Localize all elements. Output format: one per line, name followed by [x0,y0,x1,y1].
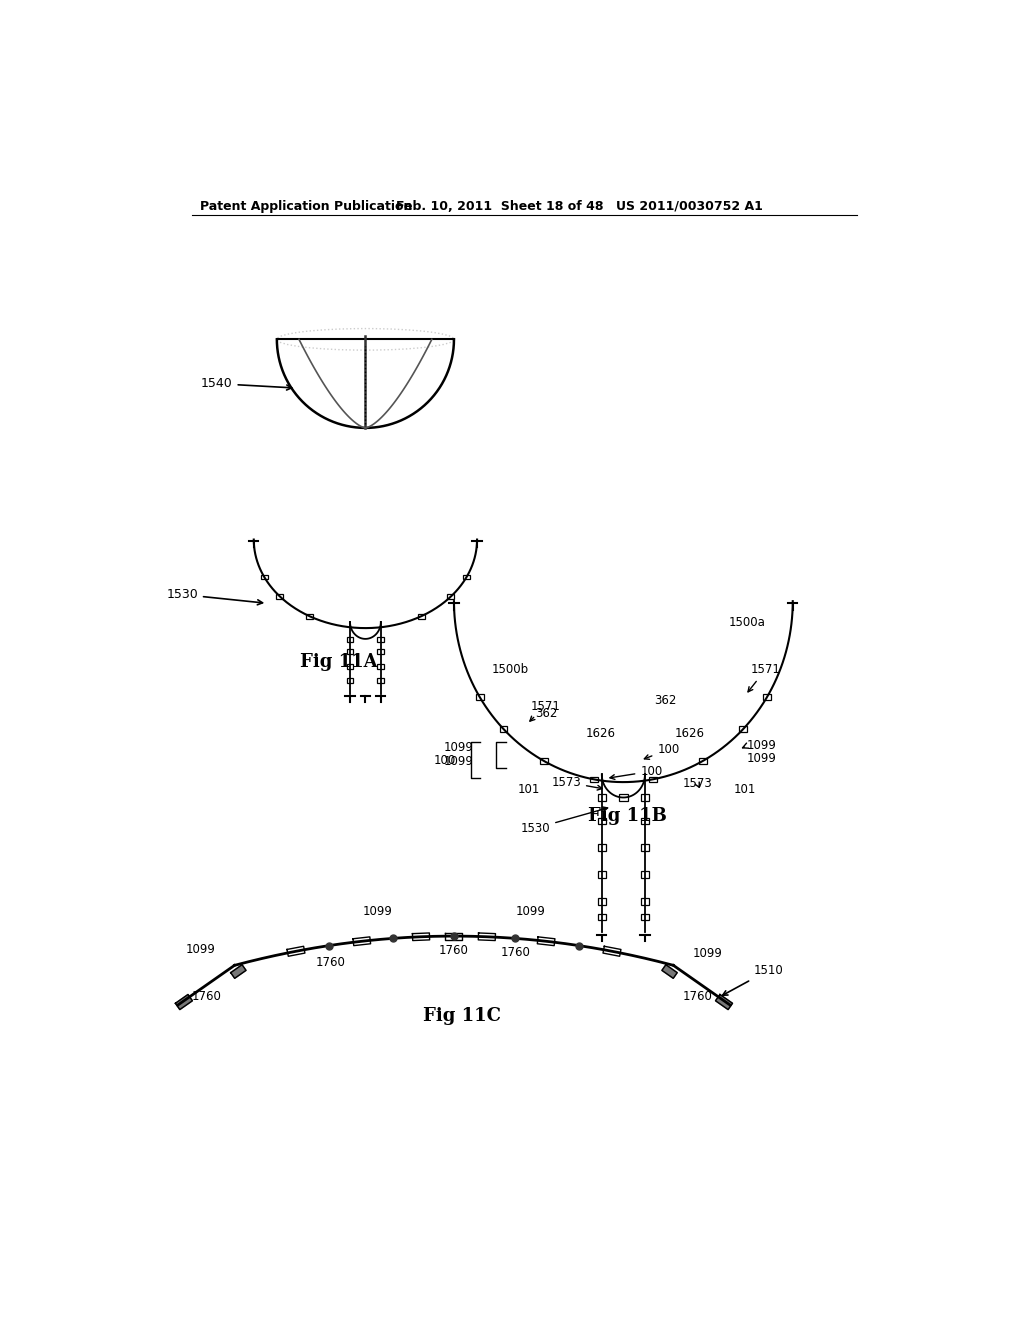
Text: 1099: 1099 [748,752,777,766]
Bar [261,574,267,579]
Text: 100: 100 [433,754,456,767]
Text: 362: 362 [536,706,558,719]
Text: 1760: 1760 [191,990,222,1003]
Text: 1760: 1760 [316,956,346,969]
Bar [378,638,384,643]
Bar [346,677,353,684]
Bar [649,776,656,781]
Bar [739,726,746,731]
Text: 1099: 1099 [185,944,215,957]
Text: US 2011/0030752 A1: US 2011/0030752 A1 [615,199,763,213]
Text: 1760: 1760 [501,946,530,960]
Bar [378,664,384,669]
Bar [378,677,384,684]
Bar [540,758,548,763]
Bar [641,795,649,800]
Text: 1099: 1099 [443,755,473,768]
Bar [598,817,605,824]
Bar [346,664,353,669]
Polygon shape [230,965,246,978]
Bar [598,871,605,878]
Text: 100: 100 [644,743,680,759]
Bar [418,614,425,619]
Bar [346,638,353,643]
Text: 1099: 1099 [362,906,392,917]
Text: 1530: 1530 [166,587,262,605]
Text: 100: 100 [610,764,663,779]
Polygon shape [716,994,732,1010]
Text: 1510: 1510 [723,964,783,995]
Text: 1573: 1573 [683,777,713,791]
Bar [463,574,470,579]
Bar [641,913,649,920]
Text: 1540: 1540 [201,378,292,391]
Bar [618,795,628,801]
Text: Feb. 10, 2011  Sheet 18 of 48: Feb. 10, 2011 Sheet 18 of 48 [396,199,604,213]
Text: 1571: 1571 [529,700,560,721]
Bar [641,871,649,878]
Text: 1626: 1626 [674,727,705,739]
Text: 1760: 1760 [683,990,713,1003]
Text: Fig 11C: Fig 11C [423,1007,501,1024]
Text: 1500a: 1500a [728,616,765,630]
Bar [276,594,284,599]
Text: 362: 362 [654,694,676,708]
Bar [476,694,483,700]
Bar [699,758,707,763]
Bar [598,913,605,920]
Text: 101: 101 [517,783,540,796]
Text: 1099: 1099 [516,906,546,917]
Bar [500,726,508,731]
Bar [598,795,605,800]
Bar [641,899,649,904]
Text: 1573: 1573 [551,776,602,791]
Bar [346,648,353,653]
Text: 1099: 1099 [443,741,473,754]
Text: Fig 11B: Fig 11B [588,807,667,825]
Text: 1760: 1760 [439,944,469,957]
Text: 101: 101 [734,783,757,796]
Text: 1099: 1099 [748,739,777,752]
Bar [306,614,313,619]
Polygon shape [175,994,193,1010]
Bar [378,648,384,653]
Bar [598,899,605,904]
Polygon shape [662,965,677,978]
Text: Fig 11A: Fig 11A [300,652,377,671]
Bar [641,845,649,850]
Bar [447,594,455,599]
Text: 1571: 1571 [748,664,780,692]
Text: 1099: 1099 [692,948,723,961]
Text: 1626: 1626 [586,727,616,739]
Text: 1500b: 1500b [492,664,528,676]
Text: Patent Application Publication: Patent Application Publication [200,199,413,213]
Bar [763,694,771,700]
Bar [590,776,598,781]
Bar [641,817,649,824]
Text: 1530: 1530 [520,807,607,834]
Bar [598,845,605,850]
